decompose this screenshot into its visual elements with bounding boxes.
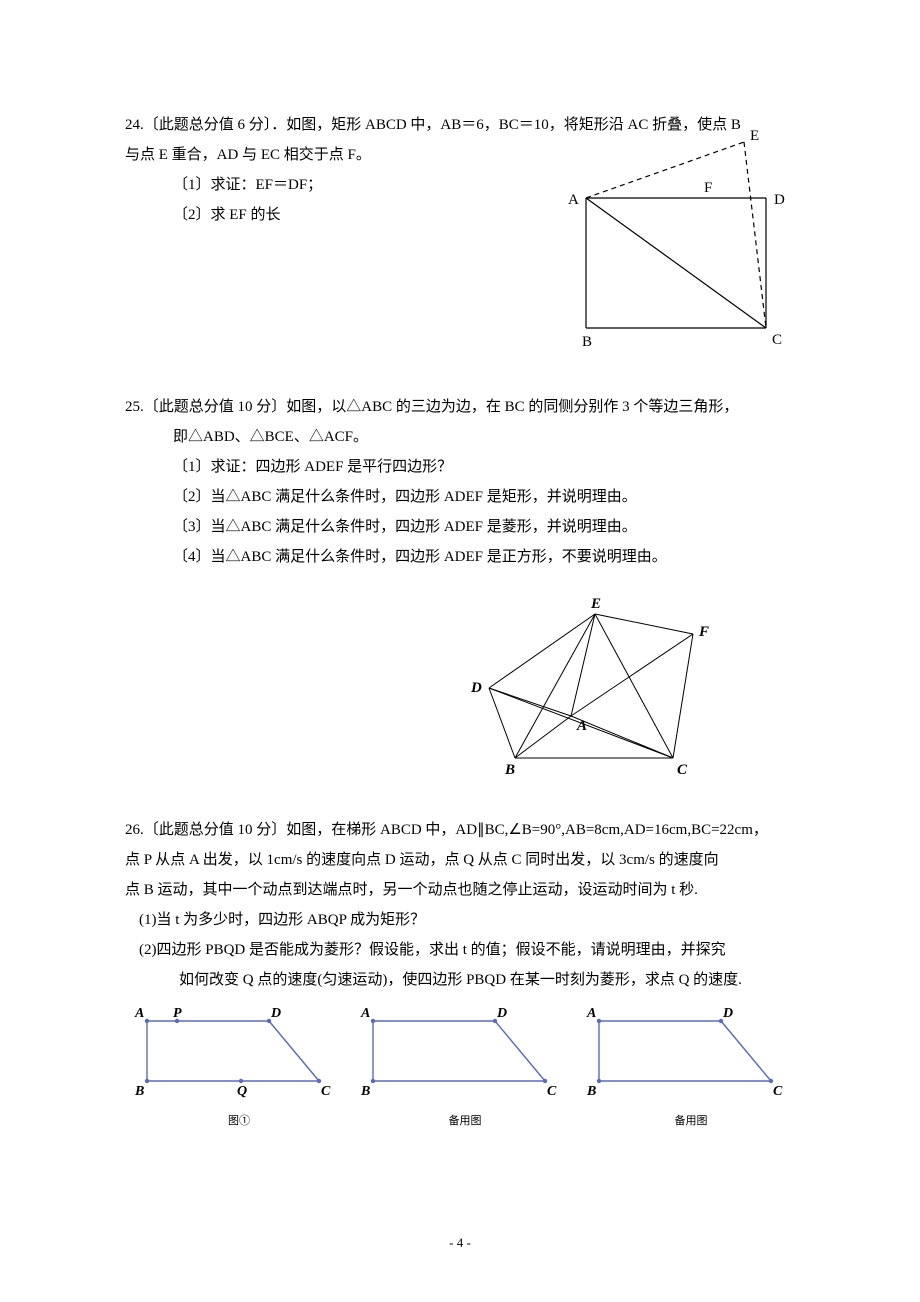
- svg-text:C: C: [547, 1084, 557, 1099]
- problem-25: 25.〔此题总分值 10 分〕如图，以△ABC 的三边为边，在 BC 的同侧分别…: [125, 392, 805, 789]
- p26-figures: A B C D P Q 图① A B C D 备用图 A B C D 备用图: [125, 1003, 805, 1132]
- svg-text:F: F: [698, 624, 709, 640]
- svg-text:D: D: [722, 1006, 733, 1021]
- p26-fig1: A B C D P Q 图①: [129, 1003, 349, 1132]
- p26-fig2: A B C D 备用图: [355, 1003, 575, 1132]
- p26-svg3: A B C D: [581, 1003, 801, 1103]
- svg-text:C: C: [772, 332, 782, 348]
- svg-text:D: D: [774, 192, 785, 208]
- p26-fig3: A B C D 备用图: [581, 1003, 801, 1132]
- page-number: - 4 -: [0, 1230, 920, 1256]
- p26-sub1: (1)当 t 为多少时，四边形 ABQP 成为矩形？: [125, 905, 805, 935]
- svg-text:Q: Q: [237, 1084, 247, 1099]
- p26-line1: 26.〔此题总分值 10 分〕如图，在梯形 ABCD 中，AD∥BC,∠B=90…: [125, 815, 805, 845]
- svg-text:A: A: [360, 1006, 370, 1021]
- svg-text:B: B: [504, 762, 515, 778]
- svg-text:E: E: [750, 128, 759, 144]
- p24-figure: A B C D E F: [546, 128, 796, 359]
- svg-text:B: B: [360, 1084, 370, 1099]
- problem-24: 24.〔此题总分值 6 分〕．如图，矩形 ABCD 中，AB＝6，BC＝10，将…: [125, 110, 805, 230]
- svg-text:D: D: [496, 1006, 507, 1021]
- p25-line1: 25.〔此题总分值 10 分〕如图，以△ABC 的三边为边，在 BC 的同侧分别…: [125, 392, 805, 422]
- p26-cap1: 图①: [129, 1110, 349, 1132]
- p25-figure: A B C D E F: [125, 572, 805, 789]
- problem-26: 26.〔此题总分值 10 分〕如图，在梯形 ABCD 中，AD∥BC,∠B=90…: [125, 815, 805, 1132]
- svg-text:A: A: [576, 718, 587, 734]
- p25-sub4: 〔4〕当△ABC 满足什么条件时，四边形 ADEF 是正方形，不要说明理由。: [125, 542, 805, 572]
- svg-text:D: D: [270, 1006, 281, 1021]
- svg-text:F: F: [704, 180, 712, 196]
- p24-svg: A B C D E F: [546, 128, 796, 348]
- p25-sub3: 〔3〕当△ABC 满足什么条件时，四边形 ADEF 是菱形，并说明理由。: [125, 512, 805, 542]
- p26-line2: 点 P 从点 A 出发，以 1cm/s 的速度向点 D 运动，点 Q 从点 C …: [125, 845, 805, 875]
- p26-cap2: 备用图: [355, 1110, 575, 1132]
- svg-text:C: C: [321, 1084, 331, 1099]
- svg-text:P: P: [173, 1006, 182, 1021]
- p26-svg1: A B C D P Q: [129, 1003, 349, 1103]
- p25-sub2: 〔2〕当△ABC 满足什么条件时，四边形 ADEF 是矩形，并说明理由。: [125, 482, 805, 512]
- p25-sub1: 〔1〕求证：四边形 ADEF 是平行四边形？: [125, 452, 805, 482]
- p26-sub2b: 如何改变 Q 点的速度(匀速运动)，使四边形 PBQD 在某一时刻为菱形，求点 …: [125, 965, 805, 995]
- p26-cap3: 备用图: [581, 1110, 801, 1132]
- svg-text:B: B: [582, 334, 592, 348]
- svg-text:B: B: [586, 1084, 596, 1099]
- svg-text:B: B: [134, 1084, 144, 1099]
- p26-svg2: A B C D: [355, 1003, 575, 1103]
- p26-sub2: (2)四边形 PBQD 是否能成为菱形？假设能，求出 t 的值；假设不能，请说明…: [125, 935, 805, 965]
- svg-text:C: C: [773, 1084, 783, 1099]
- svg-text:C: C: [677, 762, 688, 778]
- p25-line2: 即△ABD、△BCE、△ACF。: [125, 422, 805, 452]
- p25-svg: A B C D E F: [455, 578, 735, 778]
- svg-text:A: A: [134, 1006, 144, 1021]
- svg-text:A: A: [586, 1006, 596, 1021]
- svg-text:D: D: [470, 680, 482, 696]
- p26-line3: 点 B 运动，其中一个动点到达端点时，另一个动点也随之停止运动，设运动时间为 t…: [125, 875, 805, 905]
- svg-text:E: E: [590, 596, 601, 612]
- spacer-2: [125, 807, 805, 815]
- svg-text:A: A: [568, 192, 579, 208]
